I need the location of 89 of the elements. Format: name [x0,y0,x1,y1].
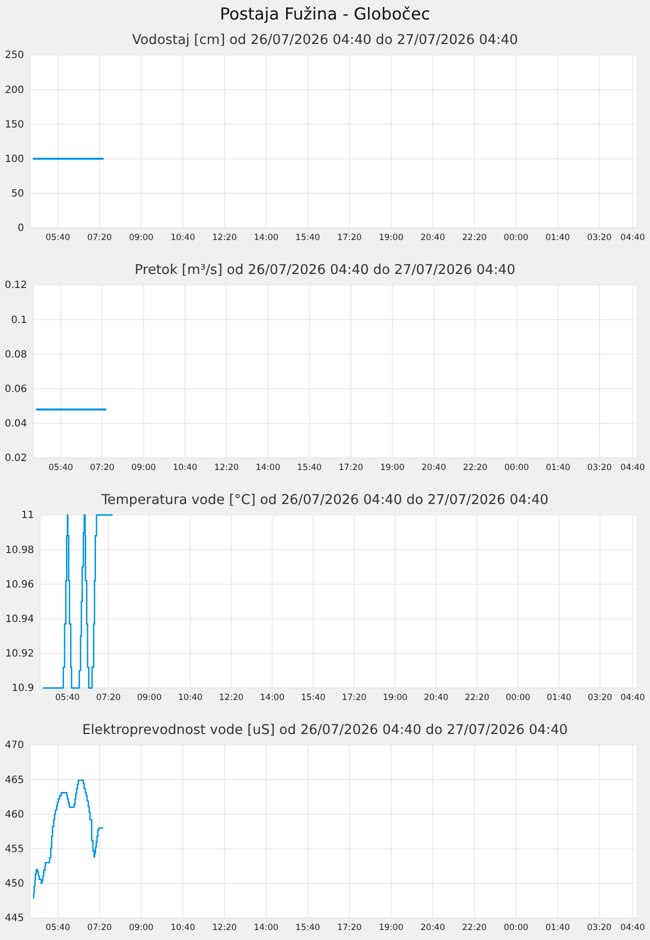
y-tick-label: 0.08 [4,349,27,360]
y-tick-label: 0.04 [4,418,27,430]
x-tick-label: 19:00 [378,923,404,934]
x-tick-label: 14:00 [254,233,278,244]
x-tick-label: 15:40 [296,923,320,934]
x-tick-label: 17:20 [337,923,362,934]
x-tick-label: 03:20 [587,463,612,474]
x-tick-label: 20:40 [420,923,445,934]
x-tick-label: 03:20 [587,923,612,934]
x-tick-label: 12:20 [212,923,237,934]
x-tick-label: 22:20 [462,463,488,474]
x-tick-label: 04:40 [620,693,645,704]
x-tick-label: 05:40 [55,693,80,704]
x-tick-label: 19:00 [382,693,408,704]
x-tick-label: 05:40 [46,233,70,244]
x-tick-label: 12:20 [214,463,239,474]
x-tick-label: 22:20 [464,693,490,704]
x-tick-label: 15:40 [300,693,326,704]
y-tick-label: 470 [4,740,24,752]
y-tick-label: 10.94 [5,614,34,625]
y-tick-label: 0.02 [4,453,27,464]
x-tick-label: 19:00 [380,463,405,474]
y-tick-label: 150 [4,119,24,130]
x-tick-label: 22:20 [462,923,487,934]
y-tick-label: 0 [18,223,24,234]
x-tick-label: 10:40 [178,693,203,704]
y-tick-label: 250 [4,50,24,62]
x-tick-label: 00:00 [506,693,530,704]
y-tick-label: 100 [4,154,24,165]
x-tick-label: 00:00 [504,233,528,244]
x-tick-label: 20:40 [422,463,446,474]
x-tick-label: 09:00 [128,233,154,244]
x-tick-label: 20:40 [420,233,445,244]
x-tick-label: 17:20 [337,233,362,244]
x-tick-label: 04:40 [620,923,645,934]
x-tick-label: 09:00 [128,923,154,934]
y-tick-label: 10.96 [5,579,34,590]
chart-title: Postaja Fužina - Globočec [220,4,430,24]
x-tick-label: 00:00 [504,923,528,934]
x-tick-label: 14:00 [260,693,285,704]
x-tick-label: 14:00 [254,923,278,934]
x-tick-label: 05:40 [48,463,74,474]
x-tick-label: 01:40 [546,463,570,474]
y-tick-label: 200 [4,84,24,96]
x-tick-label: 05:40 [46,923,70,934]
chart-subtitle: Elektroprevodnost vode [uS] od 26/07/2026 04:40 do 27/07/2026 04:40 [82,722,568,738]
x-tick-label: 03:20 [588,693,612,704]
x-tick-label: 00:00 [504,463,529,474]
y-tick-label: 50 [11,188,24,200]
x-tick-label: 07:20 [87,233,112,244]
y-tick-label: 450 [4,878,24,890]
x-tick-label: 17:20 [342,693,366,704]
x-tick-label: 17:20 [338,463,364,474]
x-tick-label: 01:40 [545,233,570,244]
x-tick-label: 07:20 [90,463,114,474]
y-tick-label: 445 [4,913,24,924]
chart-subtitle: Vodostaj [cm] od 26/07/2026 04:40 do 27/07/2026 04:40 [132,32,518,48]
y-tick-label: 10.92 [5,648,34,660]
chart-subtitle: Temperatura vode [°C] od 26/07/2026 04:40 do 27/07/2026 04:40 [100,492,549,508]
x-tick-label: 10:40 [172,463,198,474]
y-tick-label: 10.9 [12,683,34,694]
x-tick-label: 10:40 [170,923,196,934]
y-tick-label: 11 [21,510,34,522]
x-tick-label: 04:40 [620,233,645,244]
x-tick-label: 01:40 [546,693,572,704]
x-tick-label: 22:20 [462,233,487,244]
x-tick-label: 12:20 [212,233,237,244]
x-tick-label: 20:40 [424,693,448,704]
x-tick-label: 19:00 [378,233,404,244]
x-tick-label: 14:00 [256,463,280,474]
x-tick-label: 07:20 [87,923,112,934]
x-tick-label: 12:20 [219,693,244,704]
x-tick-label: 03:20 [587,233,612,244]
y-tick-label: 460 [4,809,24,820]
x-tick-label: 04:40 [620,463,645,474]
x-tick-label: 10:40 [170,233,196,244]
x-tick-label: 15:40 [297,463,322,474]
x-tick-label: 09:00 [137,693,162,704]
y-tick-label: 0.06 [4,384,27,395]
chart-subtitle: Pretok [m³/s] od 26/07/2026 04:40 do 27/07/2026 04:40 [134,262,516,278]
y-tick-label: 0.1 [11,314,27,326]
x-tick-label: 15:40 [296,233,320,244]
x-tick-label: 01:40 [545,923,570,934]
y-tick-label: 0.12 [4,280,27,292]
x-tick-label: 09:00 [131,463,156,474]
x-tick-label: 07:20 [96,693,121,704]
y-tick-label: 465 [4,774,24,786]
y-tick-label: 455 [4,844,24,855]
y-tick-label: 10.98 [5,544,34,556]
